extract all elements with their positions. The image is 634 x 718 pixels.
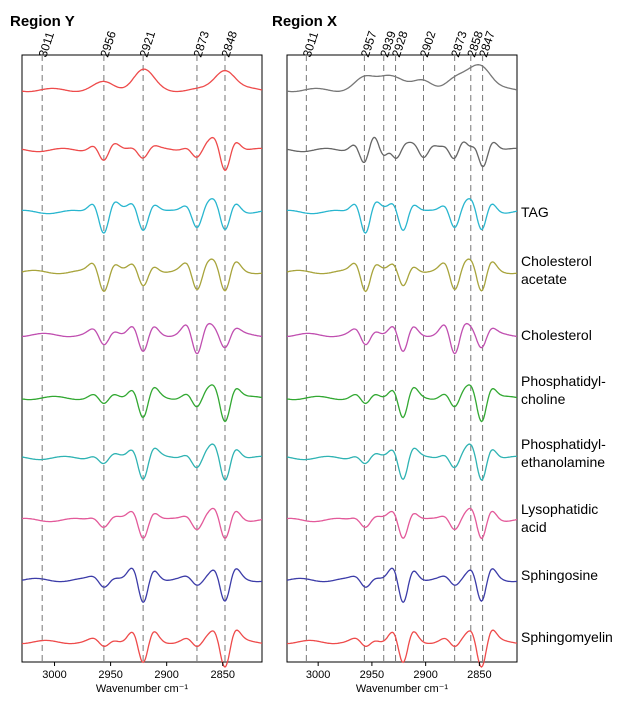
x-tick-label: 2850 xyxy=(467,669,491,681)
peak-label: 2956 xyxy=(97,29,119,59)
peak-label: 2902 xyxy=(417,29,439,59)
spectrum-line xyxy=(286,136,518,168)
x-tick-label: 3000 xyxy=(42,669,66,681)
panel-title: Region X xyxy=(272,13,337,30)
spectrum-line xyxy=(21,384,263,423)
spectrum-line xyxy=(21,258,263,293)
spectrum-line xyxy=(21,136,263,172)
legend-label: Cholesterol xyxy=(521,327,592,343)
legend-label: choline xyxy=(521,391,566,407)
legend-label: Phosphatidyl- xyxy=(521,436,606,452)
legend-label: acetate xyxy=(521,271,567,287)
x-tick-label: 3000 xyxy=(306,669,330,681)
spectrum-line xyxy=(22,507,263,540)
spectrum-line xyxy=(21,443,262,481)
spectrum-line xyxy=(286,629,518,668)
x-tick-label: 2850 xyxy=(211,669,235,681)
spectrum-line xyxy=(286,443,517,481)
peak-label: 2848 xyxy=(219,29,241,59)
x-tick-label: 2900 xyxy=(154,669,178,681)
spectrum-line xyxy=(286,258,518,293)
spectrum-line xyxy=(21,629,263,668)
x-axis-label: Wavenumber cm⁻¹ xyxy=(96,683,189,695)
legend-label: Phosphatidyl- xyxy=(521,373,606,389)
legend-label: Sphingomyelin xyxy=(521,629,613,645)
legend-label: Cholesterol xyxy=(521,253,592,269)
x-tick-label: 2900 xyxy=(413,669,437,681)
panel-title: Region Y xyxy=(10,13,75,30)
legend-label: TAG xyxy=(521,204,549,220)
spectrum-line xyxy=(287,507,518,540)
spectrum-line xyxy=(286,567,518,604)
spectrum-line xyxy=(287,198,518,234)
spectrum-line xyxy=(286,64,518,93)
spectrum-line xyxy=(22,198,263,234)
legend-label: acid xyxy=(521,519,547,535)
spectrum-line xyxy=(21,567,263,604)
plot-frame xyxy=(21,54,263,663)
legend-label: ethanolamine xyxy=(521,454,605,470)
x-axis-label: Wavenumber cm⁻¹ xyxy=(356,683,449,695)
legend-label: Sphingosine xyxy=(521,567,598,583)
peak-label: 2873 xyxy=(190,29,212,59)
x-tick-label: 2950 xyxy=(98,669,122,681)
x-tick-label: 2950 xyxy=(360,669,384,681)
peak-label: 2921 xyxy=(137,29,159,59)
spectrum-line xyxy=(21,68,263,93)
legend-label: Lysophatidic xyxy=(521,501,598,517)
spectrum-line xyxy=(286,322,518,355)
spectrum-line xyxy=(286,384,518,423)
spectrum-line xyxy=(21,322,263,355)
